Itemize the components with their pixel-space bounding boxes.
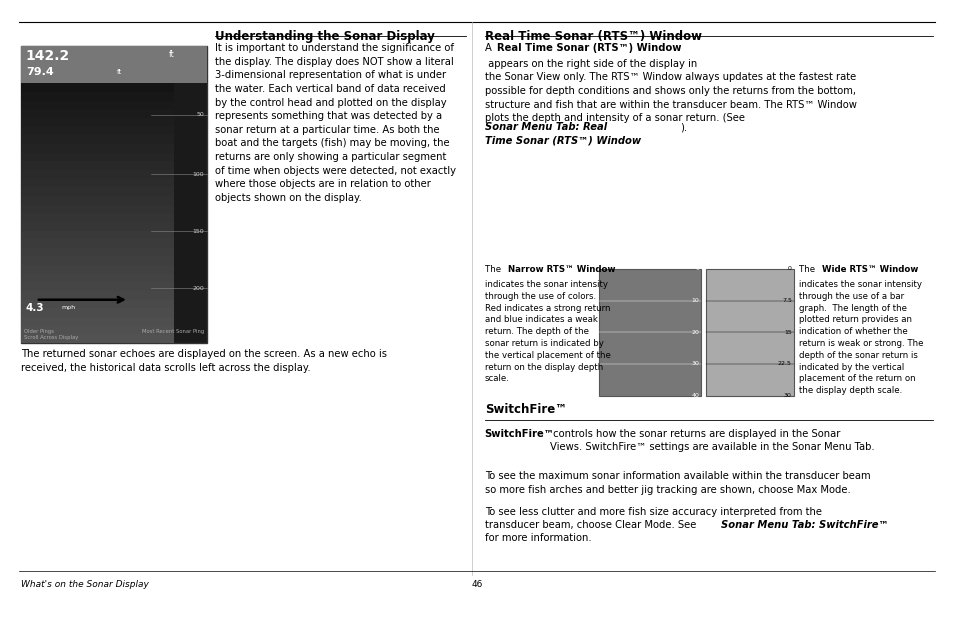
Bar: [21, 196, 173, 205]
Text: The: The: [484, 265, 503, 274]
Bar: [21, 291, 173, 300]
Text: 4.3: 4.3: [26, 303, 45, 313]
Text: Sonar Menu Tab: SwitchFire™: Sonar Menu Tab: SwitchFire™: [720, 520, 888, 530]
Text: 20: 20: [691, 329, 699, 335]
Text: mph: mph: [61, 305, 75, 310]
Text: Wide RTS™ Window: Wide RTS™ Window: [821, 265, 918, 274]
Text: indicates the sonar intensity
through the use of a bar
graph.  The length of the: indicates the sonar intensity through th…: [799, 280, 923, 395]
Text: 0: 0: [695, 266, 699, 271]
Bar: [21, 213, 173, 222]
Text: What's on the Sonar Display: What's on the Sonar Display: [21, 580, 149, 589]
Bar: [21, 109, 173, 118]
Text: 100: 100: [193, 172, 204, 177]
Bar: [21, 127, 173, 135]
Bar: [21, 274, 173, 282]
Text: Narrow RTS™ Window: Narrow RTS™ Window: [507, 265, 615, 274]
Text: Real Time Sonar (RTS™) Window: Real Time Sonar (RTS™) Window: [484, 30, 700, 43]
Text: ft: ft: [169, 50, 174, 59]
Text: It is important to understand the significance of
the display. The display does : It is important to understand the signif…: [214, 43, 456, 203]
Bar: [21, 317, 173, 326]
Bar: [21, 170, 173, 179]
Text: 200: 200: [193, 286, 204, 291]
Text: controls how the sonar returns are displayed in the Sonar
Views. SwitchFire™ set: controls how the sonar returns are displ…: [549, 429, 873, 452]
Text: appears on the right side of the display in
the Sonar View only. The RTS™ Window: appears on the right side of the display…: [484, 59, 856, 123]
Bar: [21, 46, 207, 83]
Bar: [21, 308, 173, 317]
Text: To see the maximum sonar information available within the transducer beam
so mor: To see the maximum sonar information ava…: [484, 471, 869, 494]
Bar: [21, 46, 207, 343]
Bar: [21, 256, 173, 265]
Text: The: The: [799, 265, 818, 274]
Text: 22.5: 22.5: [777, 362, 791, 366]
Text: Understanding the Sonar Display: Understanding the Sonar Display: [214, 30, 434, 43]
Text: The returned sonar echoes are displayed on the screen. As a new echo is
received: The returned sonar echoes are displayed …: [21, 349, 387, 373]
Text: Most Recent Sonar Ping: Most Recent Sonar Ping: [142, 329, 204, 334]
Text: 7.5: 7.5: [781, 298, 791, 303]
Text: ft: ft: [116, 69, 121, 75]
Text: 150: 150: [193, 229, 204, 234]
Bar: [21, 118, 173, 127]
Text: Sonar Menu Tab: Real
Time Sonar (RTS™) Window: Sonar Menu Tab: Real Time Sonar (RTS™) W…: [484, 122, 640, 146]
Bar: [21, 135, 173, 144]
Text: 50: 50: [196, 112, 204, 117]
Bar: [21, 239, 173, 248]
Bar: [705, 269, 793, 396]
Bar: [21, 248, 173, 256]
Text: SwitchFire™: SwitchFire™: [484, 429, 554, 439]
Text: 10: 10: [691, 298, 699, 303]
Text: A: A: [484, 43, 494, 53]
Bar: [21, 334, 173, 343]
Text: 79.4: 79.4: [26, 67, 53, 77]
Text: Real Time Sonar (RTS™) Window: Real Time Sonar (RTS™) Window: [497, 43, 680, 53]
Bar: [21, 101, 173, 109]
Text: 15: 15: [783, 329, 791, 335]
Bar: [21, 187, 173, 196]
Text: 142.2: 142.2: [26, 49, 70, 63]
Bar: [21, 265, 173, 274]
Bar: [21, 205, 173, 213]
Bar: [21, 326, 173, 334]
Bar: [21, 161, 173, 170]
Bar: [21, 222, 173, 231]
Bar: [21, 144, 173, 153]
Text: To see less clutter and more fish size accuracy interpreted from the
transducer : To see less clutter and more fish size a…: [484, 507, 821, 530]
Bar: [21, 300, 173, 308]
Bar: [21, 83, 173, 92]
Text: 30: 30: [691, 362, 699, 366]
Bar: [21, 179, 173, 187]
Text: ).: ).: [679, 122, 686, 132]
Text: 0: 0: [787, 266, 791, 271]
Bar: [21, 282, 173, 291]
Text: for more information.: for more information.: [484, 533, 591, 543]
Text: Older Pings
Scroll Across Display: Older Pings Scroll Across Display: [24, 329, 78, 340]
Bar: [598, 269, 700, 396]
Text: indicates the sonar intensity
through the use of colors.
Red indicates a strong : indicates the sonar intensity through th…: [484, 280, 610, 383]
Text: SwitchFire™: SwitchFire™: [484, 403, 566, 416]
Bar: [21, 153, 173, 161]
Text: 40: 40: [691, 393, 699, 398]
Text: 30: 30: [783, 393, 791, 398]
Text: 46: 46: [471, 580, 482, 589]
Bar: [21, 231, 173, 239]
Bar: [21, 92, 173, 101]
